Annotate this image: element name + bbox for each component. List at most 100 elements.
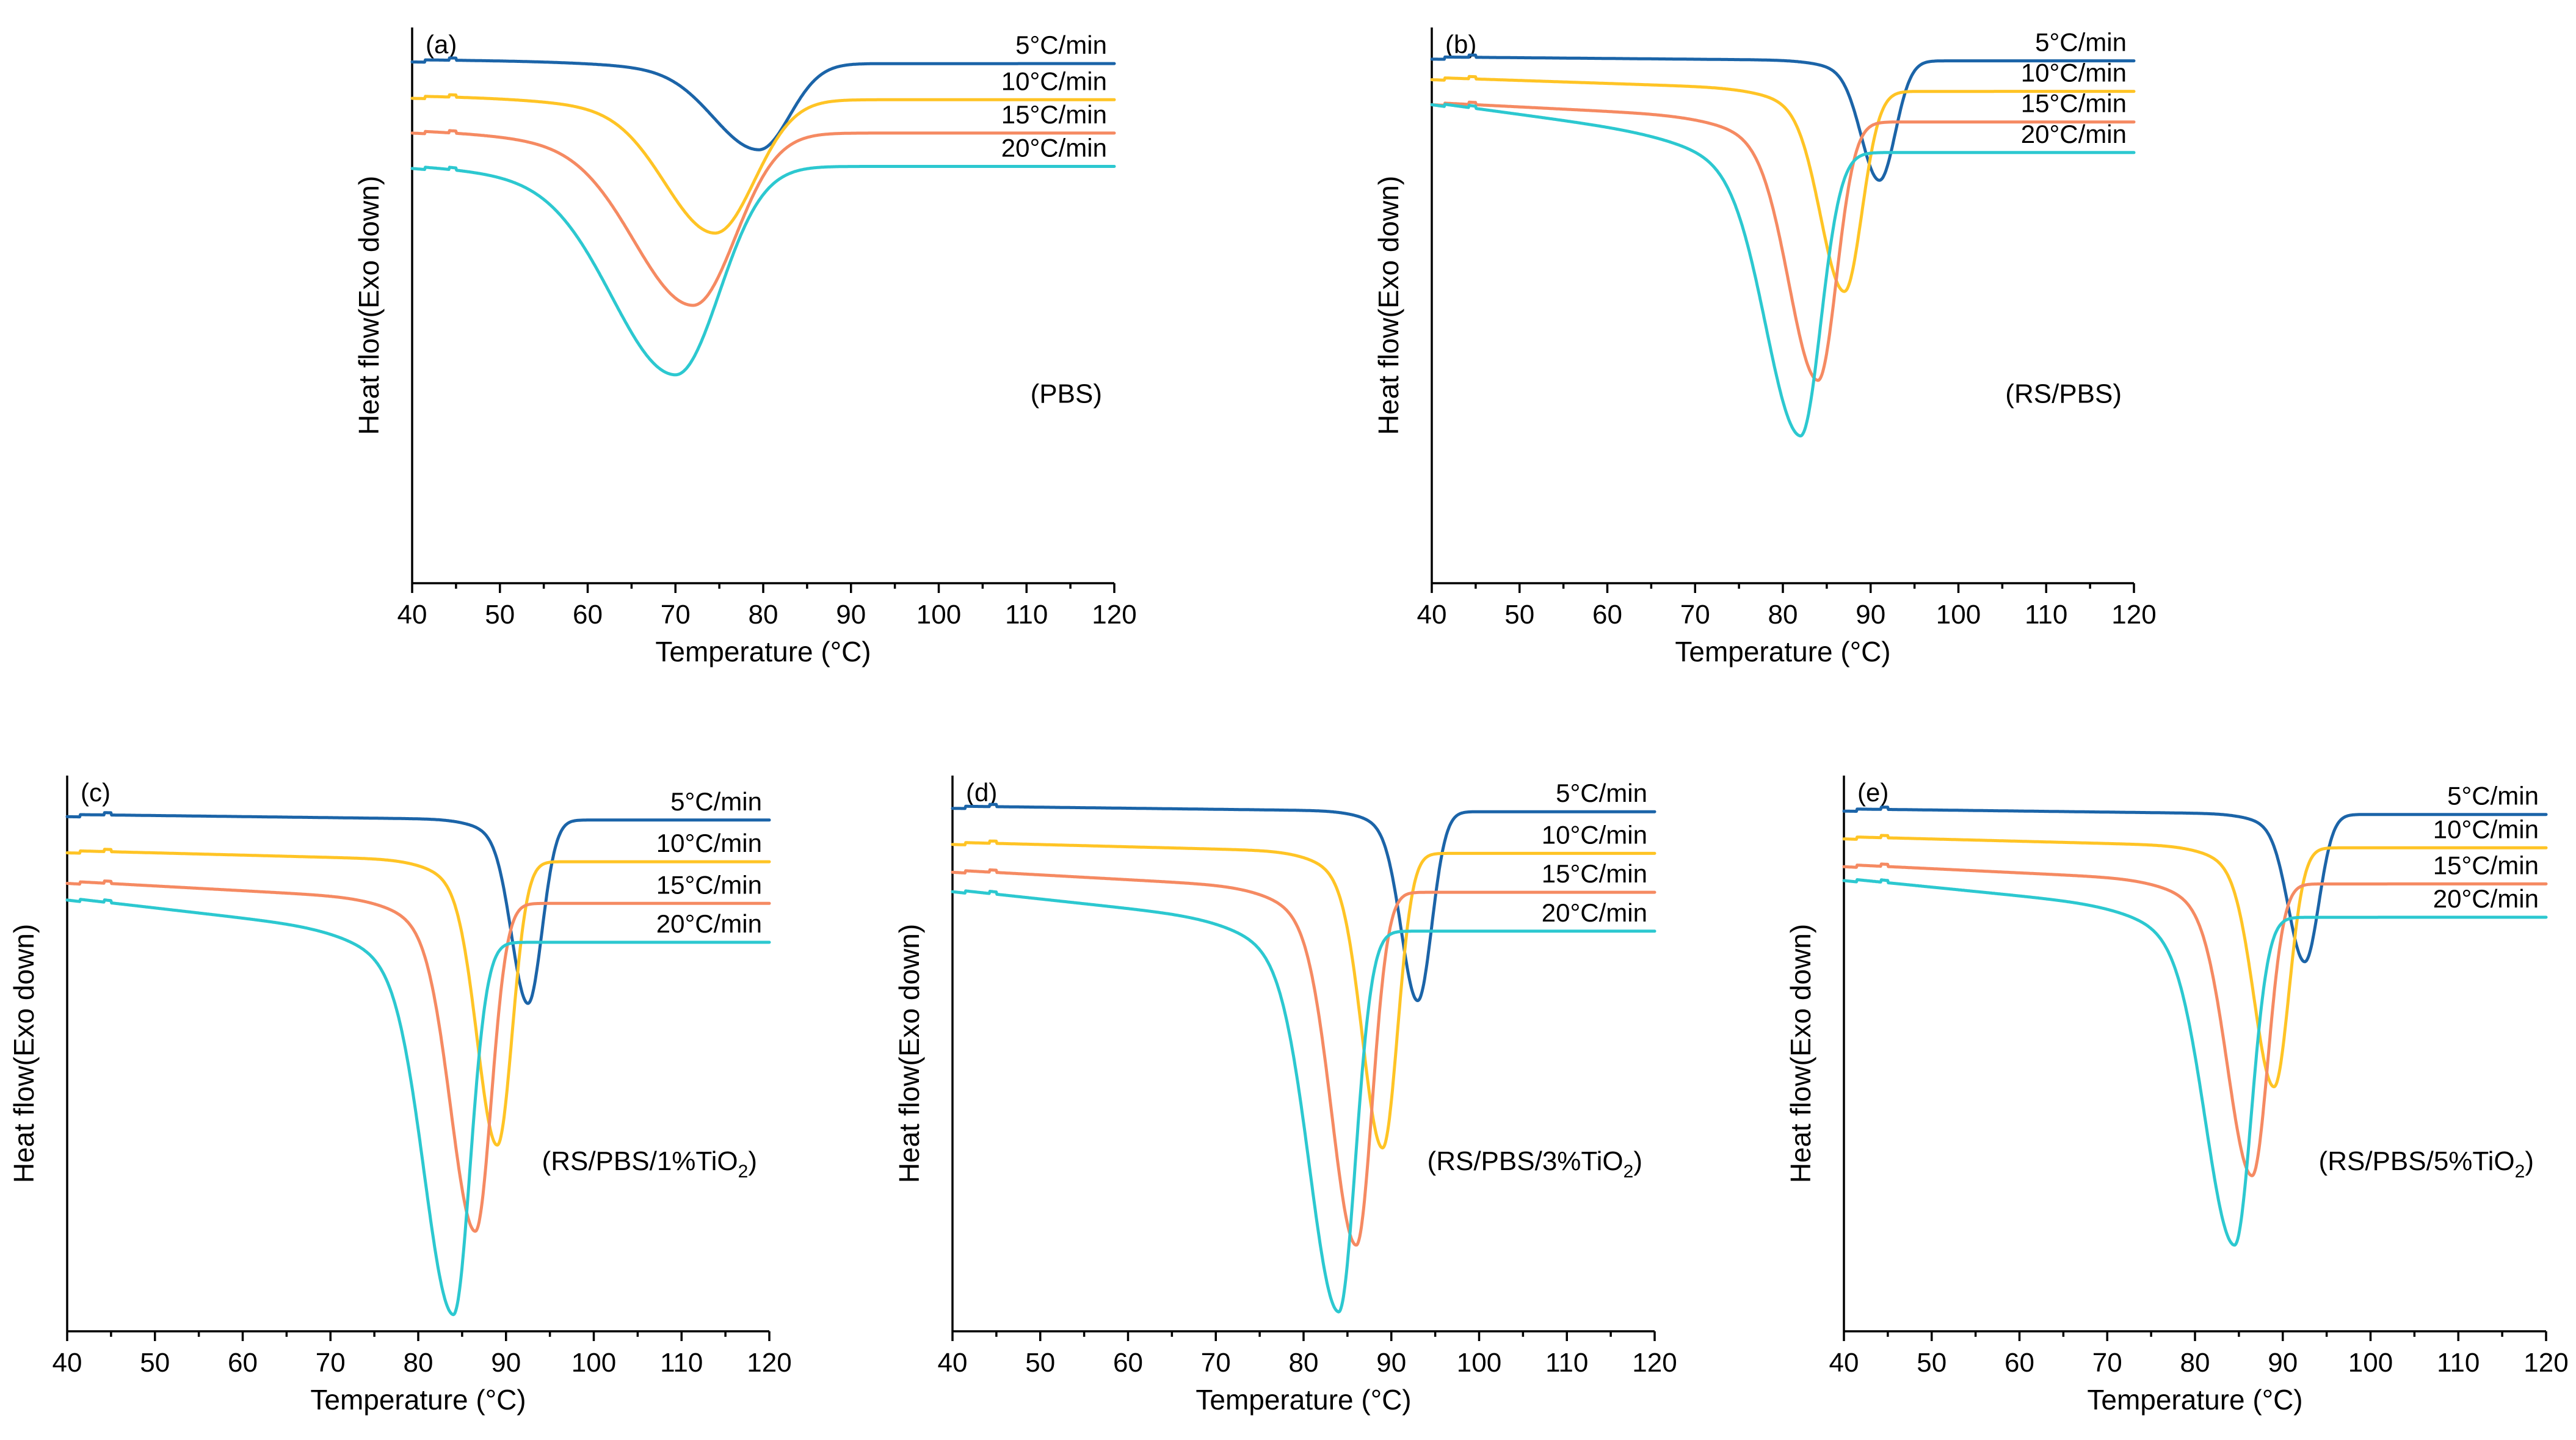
x-tick-label: 70: [1680, 600, 1710, 630]
y-axis-title: Heat flow(Exo down): [1373, 176, 1404, 435]
series-label-10c-min: 10°C/min: [2021, 59, 2127, 87]
x-tick-label: 110: [2437, 1348, 2480, 1378]
sample-label-close: ): [748, 1146, 757, 1176]
x-tick-label: 50: [1917, 1348, 1947, 1378]
series-line-15c-min: [410, 129, 1116, 307]
series-line-20c-min: [410, 165, 1116, 377]
series-line-15c-min: [1430, 100, 2136, 382]
x-tick-label: 90: [2268, 1348, 2298, 1378]
series-label-15c-min: 15°C/min: [2433, 851, 2539, 879]
x-tick-label: 60: [1113, 1348, 1143, 1378]
x-tick-label: 100: [1457, 1348, 1501, 1378]
series-line-15c-min: [951, 868, 1656, 1247]
x-tick-label: 90: [1856, 600, 1885, 630]
chart-panel-4: 40 50 60 70 80 90 100 110 120 Temperature (°C) Hea…: [893, 776, 1677, 1416]
x-tick-label: 90: [836, 600, 866, 630]
x-tick-label: 80: [1768, 600, 1798, 630]
series-label-5c-min: 5°C/min: [2035, 28, 2127, 57]
x-tick-label: 40: [1417, 600, 1447, 630]
x-tick-label: 120: [1632, 1348, 1677, 1378]
sample-label: (RS/PBS/3%TiO2): [1428, 1146, 1642, 1182]
chart-panel-1: 40 50 60 70 80 90 100 110 120 Temperature (°C) Hea…: [353, 27, 1137, 667]
x-tick-label: 70: [316, 1348, 346, 1378]
x-tick-label: 120: [1092, 600, 1136, 630]
x-tick-label: 50: [140, 1348, 170, 1378]
sample-label-text: (RS/PBS/5%TiO: [2319, 1146, 2515, 1176]
x-tick-label: 70: [661, 600, 691, 630]
sample-label-close: ): [2525, 1146, 2534, 1176]
series-label-10c-min: 10°C/min: [2433, 815, 2539, 843]
x-tick-label: 120: [2111, 600, 2156, 630]
series-line-10c-min: [1842, 834, 2548, 1089]
y-axis-title: Heat flow(Exo down): [353, 176, 385, 435]
series-line-10c-min: [1430, 75, 2136, 293]
x-tick-label: 60: [2005, 1348, 2034, 1378]
x-tick-label: 110: [2025, 600, 2067, 630]
series-label-20c-min: 20°C/min: [1001, 134, 1107, 162]
sample-label: (RS/PBS/5%TiO2): [2319, 1146, 2534, 1182]
series-line-15c-min: [1842, 862, 2548, 1177]
series-label-15c-min: 15°C/min: [656, 870, 762, 899]
x-tick-label: 70: [2092, 1348, 2122, 1378]
series-line-5c-min: [1842, 805, 2548, 964]
x-tick-label: 50: [1504, 600, 1534, 630]
sample-label-subscript: 2: [738, 1162, 749, 1182]
series-line-5c-min: [410, 56, 1116, 151]
series-label-10c-min: 10°C/min: [1542, 820, 1647, 849]
x-tick-label: 90: [491, 1348, 521, 1378]
x-tick-label: 40: [53, 1348, 82, 1378]
series-label-20c-min: 20°C/min: [2021, 120, 2127, 148]
series-label-5c-min: 5°C/min: [670, 787, 762, 816]
series-label-20c-min: 20°C/min: [2433, 884, 2539, 913]
series-label-15c-min: 15°C/min: [1001, 100, 1107, 129]
series-line-10c-min: [410, 93, 1116, 235]
x-tick-label: 50: [1025, 1348, 1055, 1378]
series-line-10c-min: [951, 839, 1656, 1150]
x-tick-label: 50: [485, 600, 515, 630]
sample-label-subscript: 2: [2515, 1162, 2525, 1182]
x-axis-title: Temperature (°C): [310, 1384, 526, 1416]
series-label-15c-min: 15°C/min: [2021, 89, 2127, 118]
sample-label-text: (RS/PBS/1%TiO: [542, 1146, 738, 1176]
series-label-5c-min: 5°C/min: [1556, 779, 1647, 807]
series-label-5c-min: 5°C/min: [2447, 782, 2539, 810]
x-tick-label: 40: [1829, 1348, 1859, 1378]
x-tick-label: 110: [1005, 600, 1048, 630]
series-line-5c-min: [1430, 53, 2136, 182]
series-label-20c-min: 20°C/min: [656, 909, 762, 938]
x-axis-title: Temperature (°C): [1675, 636, 1890, 667]
series-line-5c-min: [65, 811, 771, 1005]
series-line-20c-min: [951, 889, 1656, 1314]
chart-panel-5: 40 50 60 70 80 90 100 110 120 Temperature (°C) Hea…: [1785, 776, 2569, 1416]
x-tick-label: 120: [2523, 1348, 2568, 1378]
x-tick-label: 100: [916, 600, 961, 630]
series-line-15c-min: [65, 879, 771, 1233]
sample-label: (PBS): [1031, 379, 1102, 409]
series-line-20c-min: [1842, 878, 2548, 1247]
x-tick-label: 80: [404, 1348, 434, 1378]
x-tick-label: 90: [1376, 1348, 1406, 1378]
x-axis-title: Temperature (°C): [1195, 1384, 1411, 1416]
sample-label: (RS/PBS): [2005, 379, 2122, 409]
x-tick-label: 100: [2348, 1348, 2393, 1378]
series-label-15c-min: 15°C/min: [1542, 859, 1647, 888]
y-axis-title: Heat flow(Exo down): [1785, 924, 1816, 1183]
x-tick-label: 40: [938, 1348, 968, 1378]
sample-label-subscript: 2: [1624, 1162, 1634, 1182]
x-tick-label: 80: [2180, 1348, 2210, 1378]
x-tick-label: 60: [573, 600, 603, 630]
x-tick-label: 100: [1936, 600, 1981, 630]
x-tick-label: 80: [749, 600, 778, 630]
sample-label-text: (RS/PBS/3%TiO: [1428, 1146, 1624, 1176]
x-tick-label: 70: [1201, 1348, 1231, 1378]
x-tick-label: 110: [660, 1348, 703, 1378]
series-label-5c-min: 5°C/min: [1015, 31, 1107, 59]
x-tick-label: 80: [1289, 1348, 1319, 1378]
x-tick-label: 120: [747, 1348, 791, 1378]
panel-label: (c): [81, 778, 111, 807]
x-tick-label: 110: [1545, 1348, 1588, 1378]
x-tick-label: 60: [228, 1348, 258, 1378]
x-axis-title: Temperature (°C): [2087, 1384, 2302, 1416]
panel-label: (a): [426, 30, 457, 59]
